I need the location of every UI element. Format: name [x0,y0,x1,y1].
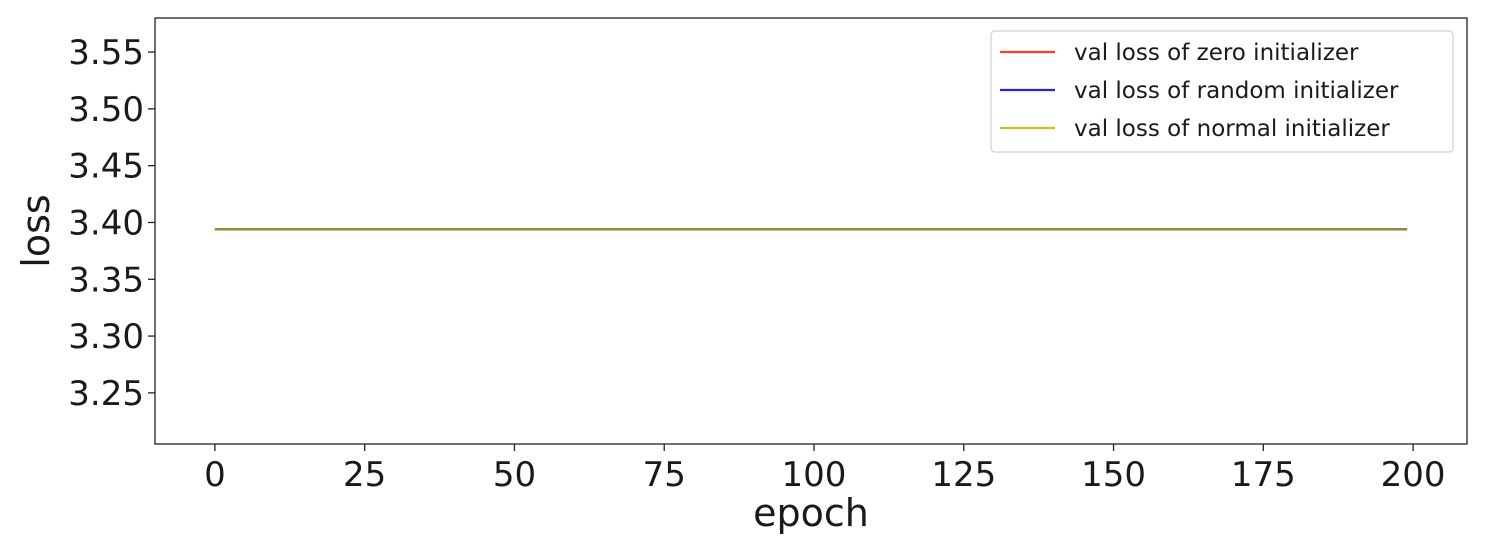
y-tick-label: 3.40 [68,203,144,243]
legend-label-zero: val loss of zero initializer [1074,40,1359,66]
y-tick-label: 3.25 [68,374,144,414]
y-tick-label: 3.50 [68,90,144,130]
legend: val loss of zero initializer val loss of… [990,30,1454,153]
x-tick-label: 150 [1081,455,1146,495]
x-tick-label: 25 [343,455,386,495]
legend-label-normal: val loss of normal initializer [1074,116,1390,142]
x-tick-label: 75 [643,455,686,495]
x-tick-label: 0 [204,455,226,495]
legend-label-random: val loss of random initializer [1074,78,1399,104]
x-tick-label: 100 [782,455,847,495]
x-tick-label: 125 [931,455,996,495]
x-tick-label: 200 [1381,455,1446,495]
y-tick-label: 3.35 [68,260,144,300]
x-tick-label: 175 [1231,455,1296,495]
y-axis-title: loss [14,194,58,267]
y-axis: 3.25 3.30 3.35 3.40 3.45 3.50 3.55 [68,33,155,414]
y-tick-label: 3.30 [68,317,144,357]
x-axis: 0 25 50 75 100 125 150 175 200 [204,444,1446,495]
x-axis-title: epoch [753,491,869,535]
legend-frame [990,30,1454,153]
y-tick-label: 3.45 [68,147,144,187]
x-tick-label: 50 [493,455,536,495]
y-tick-label: 3.55 [68,33,144,73]
